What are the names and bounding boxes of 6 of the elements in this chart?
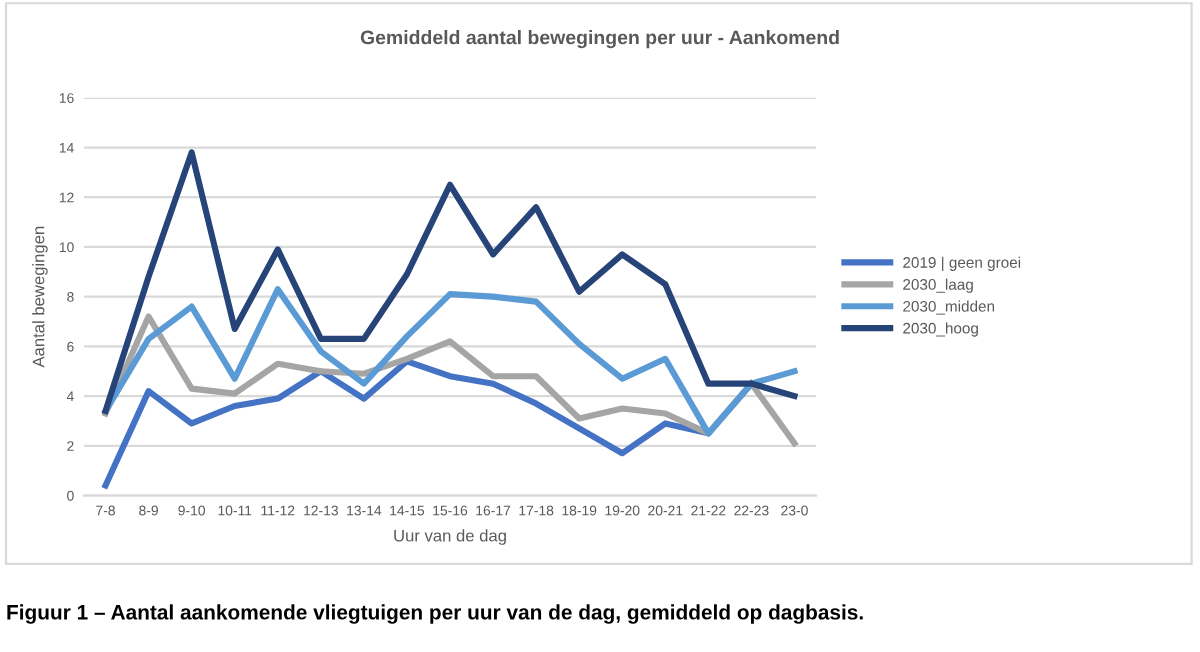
x-axis-title: Uur van de dag bbox=[394, 529, 506, 545]
text: Figuur 1 – Aantal aankomende vliegtuigen per uur van de dag, gemiddeld op dagbasis. bbox=[7, 604, 863, 624]
chart-title: Gemiddeld aantal bewegingen per uur - Aankomend bbox=[360, 30, 839, 49]
line-series bbox=[102, 149, 798, 415]
line-series bbox=[102, 286, 798, 437]
y-axis-title: Aantal bewegingen bbox=[32, 226, 48, 368]
